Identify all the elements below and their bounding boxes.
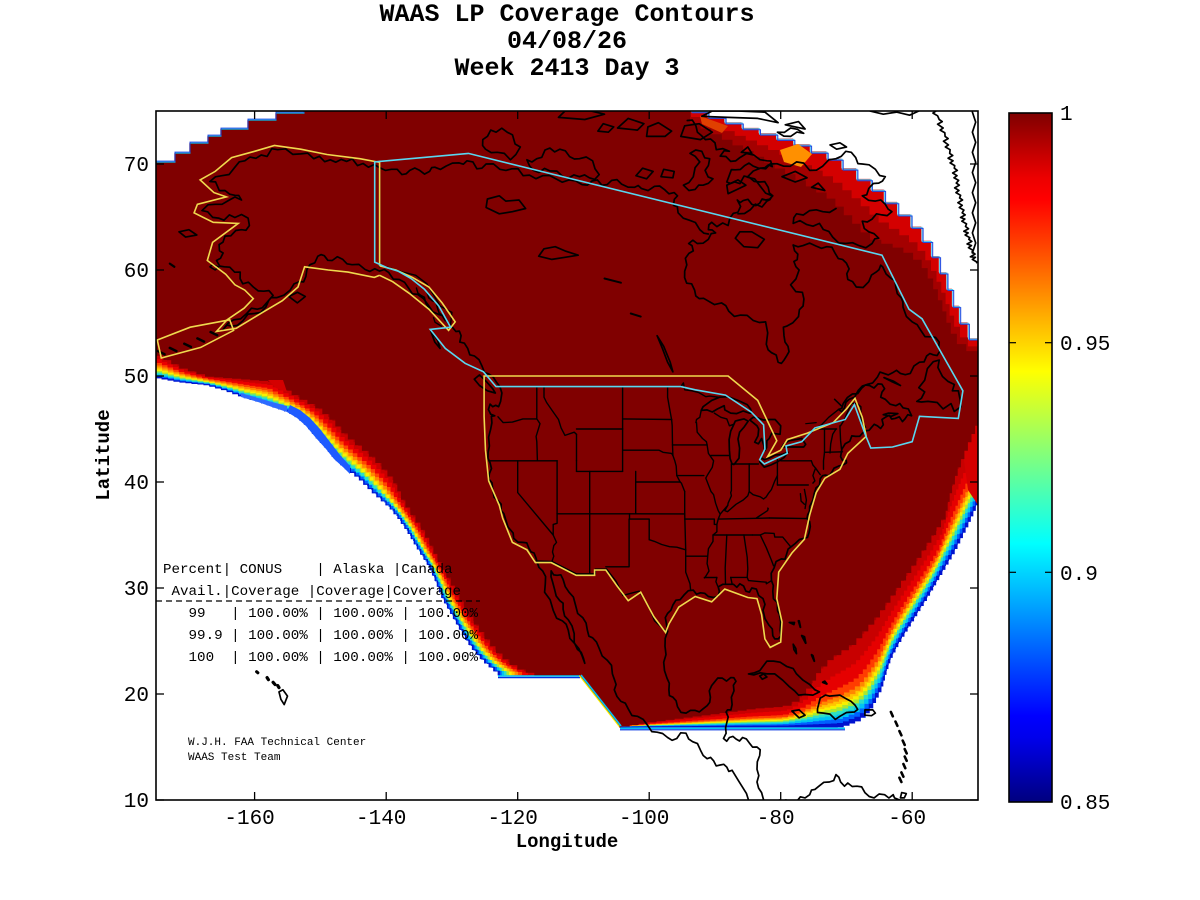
svg-text:Latitude: Latitude [93, 409, 115, 500]
svg-text:-160: -160 [224, 808, 274, 831]
svg-text:WAAS LP Coverage Contours: WAAS LP Coverage Contours [379, 0, 754, 29]
svg-text:20: 20 [124, 685, 149, 708]
svg-text:99.9 | 100.00% | 100.00% | 100: 99.9 | 100.00% | 100.00% | 100.00% [163, 628, 478, 644]
svg-text:0.95: 0.95 [1060, 334, 1110, 357]
svg-text:Percent| CONUS | Alaska |Ca: Percent| CONUS | Alaska |Canada [163, 562, 453, 578]
svg-text:0.85: 0.85 [1060, 793, 1110, 816]
svg-text:50: 50 [124, 367, 149, 390]
svg-text:-120: -120 [487, 808, 537, 831]
svg-text:40: 40 [124, 473, 149, 496]
svg-text:99 | 100.00% | 100.00% | 100: 99 | 100.00% | 100.00% | 100.00% [163, 606, 478, 622]
svg-text:0.9: 0.9 [1060, 564, 1098, 587]
svg-text:Week 2413 Day 3: Week 2413 Day 3 [454, 54, 679, 83]
svg-text:WAAS Test Team: WAAS Test Team [188, 752, 281, 764]
svg-text:10: 10 [124, 791, 149, 814]
svg-text:W.J.H. FAA Technical Center: W.J.H. FAA Technical Center [188, 737, 366, 749]
svg-text:Avail.|Coverage |Coverage|Cove: Avail.|Coverage |Coverage|Coverage [163, 584, 461, 600]
svg-text:-80: -80 [757, 808, 795, 831]
svg-text:-60: -60 [888, 808, 926, 831]
svg-text:60: 60 [124, 261, 149, 284]
svg-text:-140: -140 [356, 808, 406, 831]
svg-text:Longitude: Longitude [516, 831, 619, 853]
svg-text:30: 30 [124, 579, 149, 602]
svg-text:1: 1 [1060, 104, 1073, 127]
svg-text:100 | 100.00% | 100.00% | 100: 100 | 100.00% | 100.00% | 100.00% [163, 650, 478, 666]
svg-text:70: 70 [124, 155, 149, 178]
svg-text:04/08/26: 04/08/26 [507, 27, 627, 56]
svg-text:-100: -100 [619, 808, 669, 831]
